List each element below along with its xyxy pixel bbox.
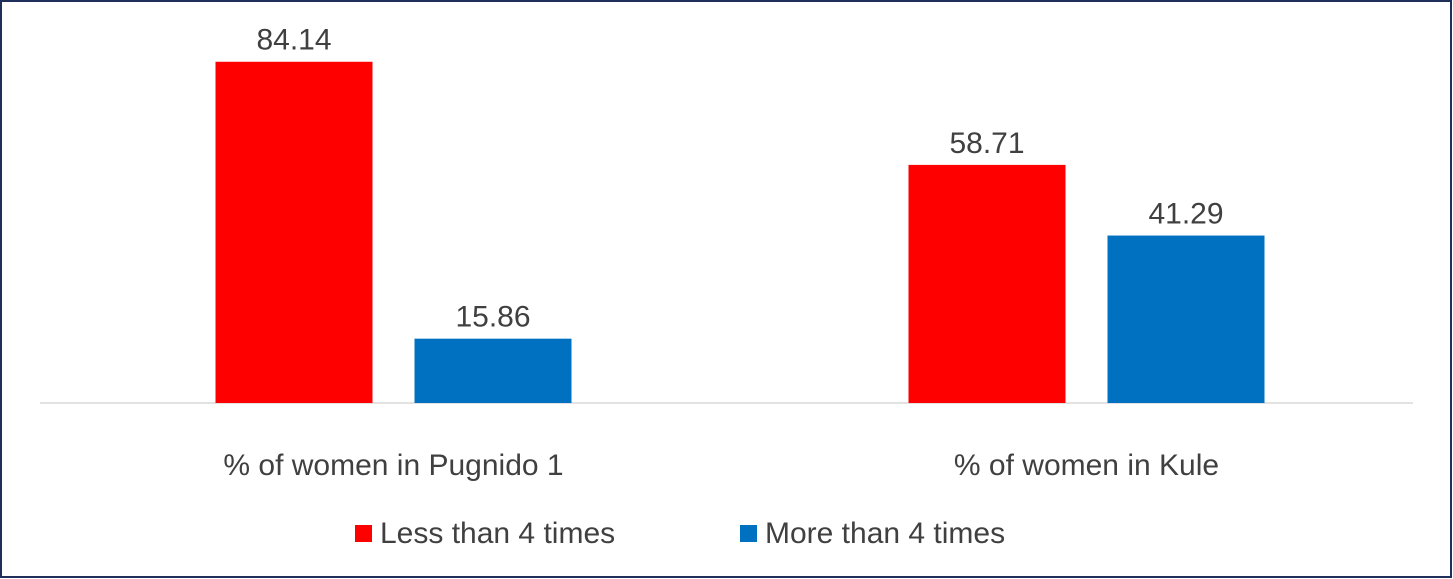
bar [1107,235,1265,403]
x-tick-label: % of women in Kule [954,449,1219,482]
data-label: 15.86 [455,301,530,334]
x-tick-label: % of women in Pugnido 1 [223,449,563,482]
legend-label: Less than 4 times [380,517,615,550]
bar [908,164,1066,403]
data-label: 84.14 [256,24,331,57]
legend-label: More than 4 times [765,517,1005,550]
legend-swatch [740,525,757,542]
bar [414,338,572,403]
data-label: 41.29 [1148,197,1223,230]
legend-swatch [355,525,372,542]
bar [215,61,373,403]
data-label: 58.71 [949,127,1024,160]
